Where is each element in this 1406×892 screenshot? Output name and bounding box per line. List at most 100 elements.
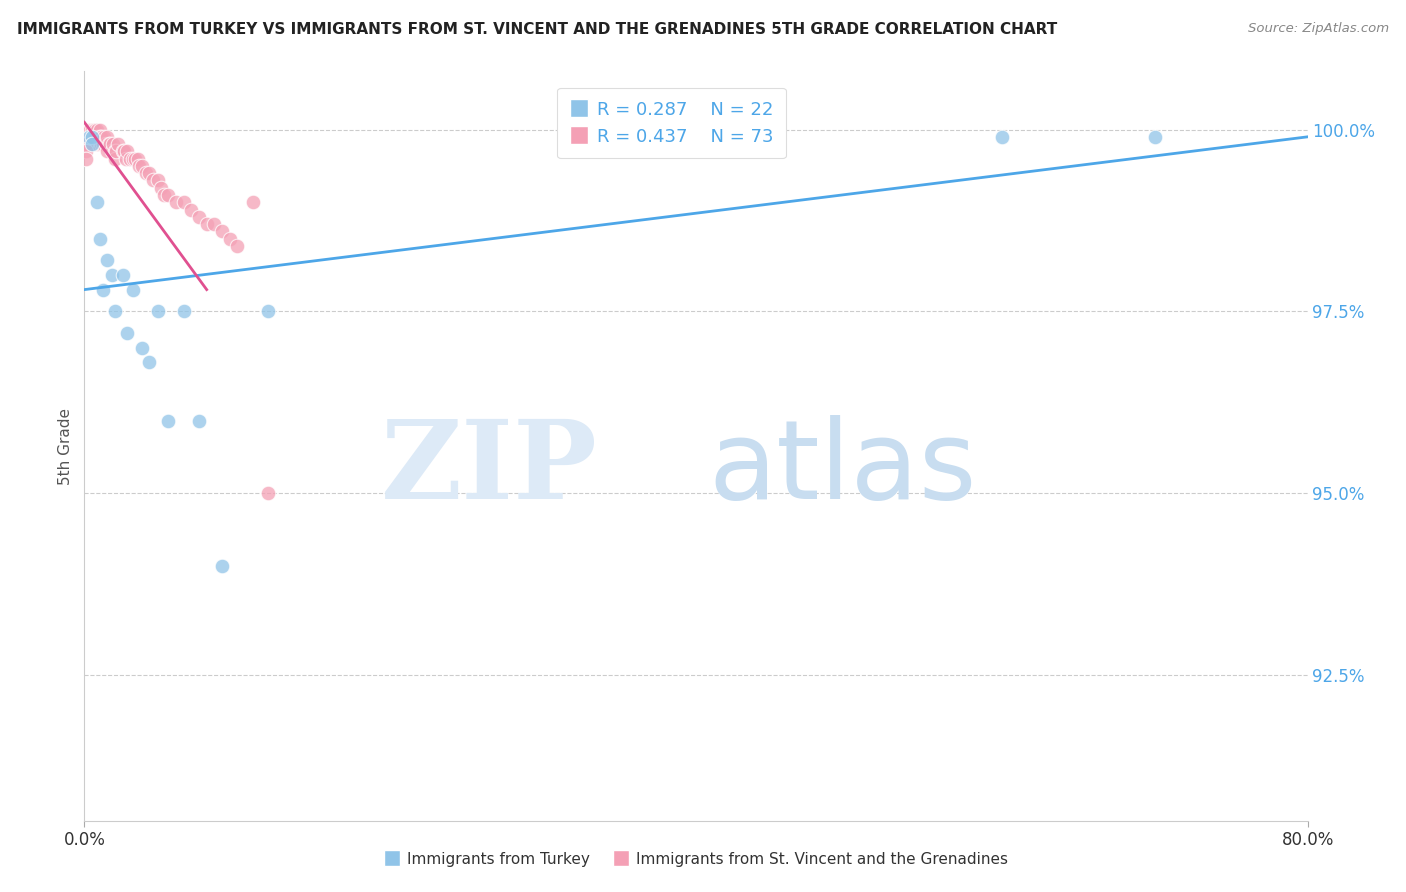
Point <box>83 137 105 152</box>
Point <box>107 137 129 152</box>
Point <box>86 129 108 144</box>
Point <box>80 129 103 144</box>
Point <box>149 180 172 194</box>
Point <box>135 166 157 180</box>
Point <box>75 129 97 144</box>
Point <box>104 145 127 159</box>
Point <box>138 166 160 180</box>
Point <box>104 152 127 166</box>
Point <box>211 559 233 574</box>
Point <box>124 152 146 166</box>
Y-axis label: 5th Grade: 5th Grade <box>58 408 73 484</box>
Point <box>242 195 264 210</box>
Point <box>101 145 124 159</box>
Point <box>105 145 128 159</box>
Point <box>226 239 249 253</box>
Point <box>1143 129 1166 144</box>
Point <box>142 173 165 187</box>
Point <box>111 145 134 159</box>
Point <box>165 195 187 210</box>
Point <box>89 232 111 246</box>
Point <box>84 122 107 136</box>
Point <box>257 486 280 500</box>
Point <box>77 122 100 136</box>
Point <box>131 341 153 355</box>
Point <box>188 210 211 224</box>
Point <box>146 304 169 318</box>
Point <box>115 145 138 159</box>
Point <box>94 137 117 152</box>
Point <box>122 283 145 297</box>
Point <box>146 173 169 187</box>
Point <box>138 355 160 369</box>
Point <box>76 122 98 136</box>
Point <box>75 122 97 136</box>
Point <box>83 129 105 144</box>
Point <box>218 232 240 246</box>
Point <box>90 137 112 152</box>
Text: ZIP: ZIP <box>381 415 598 522</box>
Point <box>188 413 211 427</box>
Point <box>157 413 180 427</box>
Point <box>77 129 100 144</box>
Point <box>104 304 127 318</box>
Point <box>76 137 98 152</box>
Point <box>80 137 103 152</box>
Point <box>80 129 103 144</box>
Point <box>112 145 135 159</box>
Point <box>75 145 97 159</box>
Point <box>89 122 111 136</box>
Point <box>101 268 124 282</box>
Point <box>120 152 142 166</box>
Point <box>84 129 107 144</box>
Point <box>157 188 180 202</box>
Point <box>111 268 134 282</box>
Point <box>76 122 98 136</box>
Point <box>173 195 195 210</box>
Point <box>77 129 100 144</box>
Point <box>211 224 233 238</box>
Point <box>127 152 149 166</box>
Point <box>257 304 280 318</box>
Point <box>202 217 225 231</box>
Point <box>114 152 136 166</box>
Text: IMMIGRANTS FROM TURKEY VS IMMIGRANTS FROM ST. VINCENT AND THE GRENADINES 5TH GRA: IMMIGRANTS FROM TURKEY VS IMMIGRANTS FRO… <box>17 22 1057 37</box>
Point <box>79 129 101 144</box>
Point <box>153 188 176 202</box>
Point <box>98 137 121 152</box>
Point <box>75 152 97 166</box>
Point <box>76 129 98 144</box>
Point <box>128 159 150 173</box>
Point <box>93 129 115 144</box>
Point <box>173 304 195 318</box>
Point <box>195 217 218 231</box>
Text: Source: ZipAtlas.com: Source: ZipAtlas.com <box>1249 22 1389 36</box>
Point <box>91 137 114 152</box>
Point <box>75 122 97 136</box>
Point <box>87 137 110 152</box>
Point <box>96 129 118 144</box>
Point <box>991 129 1014 144</box>
Point <box>91 283 114 297</box>
Point <box>86 122 108 136</box>
Point <box>97 137 120 152</box>
Point <box>122 152 145 166</box>
Point <box>89 129 111 144</box>
Point <box>80 122 103 136</box>
Point <box>180 202 202 217</box>
Point <box>115 326 138 341</box>
Text: atlas: atlas <box>709 415 977 522</box>
Legend: Immigrants from Turkey, Immigrants from St. Vincent and the Grenadines: Immigrants from Turkey, Immigrants from … <box>378 846 1014 873</box>
Point <box>103 137 125 152</box>
Point <box>80 129 103 144</box>
Point <box>86 195 108 210</box>
Point <box>83 122 105 136</box>
Point <box>90 129 112 144</box>
Point <box>96 253 118 268</box>
Point <box>75 137 97 152</box>
Point <box>79 122 101 136</box>
Point <box>131 159 153 173</box>
Point <box>96 145 118 159</box>
Point <box>77 122 100 136</box>
Point <box>79 122 101 136</box>
